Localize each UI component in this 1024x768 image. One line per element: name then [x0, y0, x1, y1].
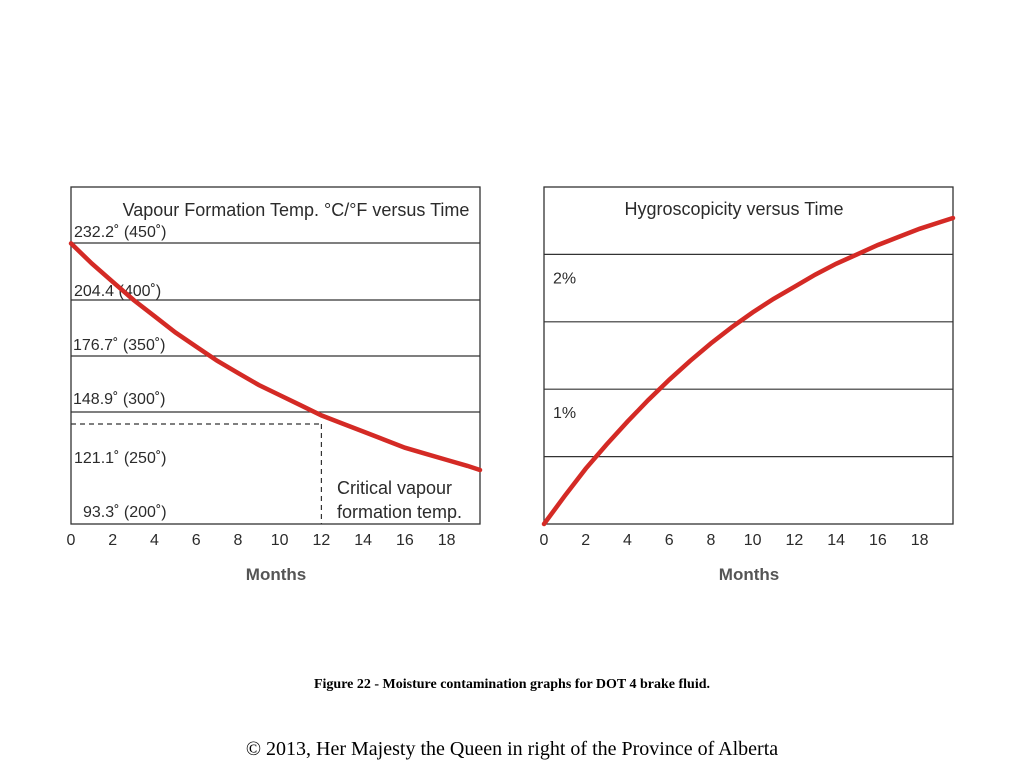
annotation-line-2: formation temp. [337, 502, 462, 522]
hygroscopicity-chart: Hygroscopicity versus Time 2% 1% 0 2 4 6 8 10 1… [540, 186, 956, 584]
chart-frame [543, 186, 954, 525]
x-tick-label: 2 [108, 532, 117, 549]
y-tick-labels: 2% 1% [553, 270, 576, 422]
y-tick-label: 2% [553, 270, 576, 287]
gridlines [71, 242, 480, 413]
x-tick-label: 14 [354, 532, 372, 549]
x-tick-label: 8 [233, 532, 242, 549]
annotation-line-1: Critical vapour [337, 478, 452, 498]
x-tick-label: 12 [313, 532, 331, 549]
chart-title: Hygroscopicity versus Time [624, 199, 843, 219]
y-tick-label: 93.3˚ (200˚) [83, 504, 167, 521]
x-tick-label: 4 [150, 532, 159, 549]
x-tick-labels: 0 2 4 6 8 10 12 14 16 18 [67, 532, 456, 549]
hygroscopicity-series-line [541, 215, 956, 527]
y-tick-labels: 232.2˚ (450˚) 204.4 (400˚) 176.7˚ (350˚) 14… [73, 224, 167, 521]
y-tick-label: 148.9˚ (300˚) [73, 391, 166, 408]
x-tick-labels: 0 2 4 6 8 10 12 14 16 18 [540, 532, 929, 549]
chart-title: Vapour Formation Temp. °C/°F versus Time [123, 200, 470, 220]
x-tick-label: 18 [911, 532, 929, 549]
y-tick-label: 1% [553, 405, 576, 422]
x-tick-label: 4 [623, 532, 632, 549]
x-tick-label: 14 [827, 532, 845, 549]
x-tick-label: 6 [665, 532, 674, 549]
y-tick-label: 176.7˚ (350˚) [73, 337, 166, 354]
x-tick-label: 8 [706, 532, 715, 549]
x-tick-label: 16 [869, 532, 887, 549]
x-tick-label: 12 [786, 532, 804, 549]
x-tick-label: 10 [271, 532, 289, 549]
y-tick-label: 232.2˚ (450˚) [74, 224, 167, 241]
x-axis-title: Months [246, 565, 306, 584]
vapour-temp-series-line [68, 241, 483, 473]
figure-caption: Figure 22 - Moisture contamination graph… [313, 677, 711, 692]
copyright-notice: © 2013, Her Majesty the Queen in right o… [245, 738, 779, 760]
gridlines [544, 253, 953, 458]
x-tick-label: 0 [67, 532, 76, 549]
x-tick-label: 0 [540, 532, 549, 549]
x-axis-title: Months [719, 565, 779, 584]
x-tick-label: 2 [581, 532, 590, 549]
x-tick-label: 16 [396, 532, 414, 549]
x-tick-label: 18 [438, 532, 456, 549]
x-tick-label: 10 [744, 532, 762, 549]
y-tick-label: 204.4 (400˚) [74, 283, 161, 300]
vapour-formation-chart: Vapour Formation Temp. °C/°F versus Time… [67, 186, 483, 584]
y-tick-label: 121.1˚ (250˚) [74, 450, 167, 467]
x-tick-label: 6 [192, 532, 201, 549]
